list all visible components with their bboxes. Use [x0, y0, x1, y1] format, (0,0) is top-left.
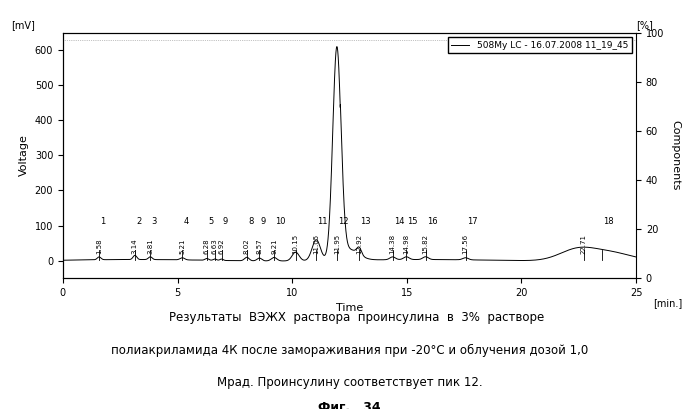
Text: [%]: [%] — [636, 20, 653, 30]
Text: 11.05: 11.05 — [313, 234, 319, 254]
Text: 18: 18 — [603, 216, 614, 225]
Text: Результаты  ВЭЖХ  раствора  проинсулина  в  3%  растворе: Результаты ВЭЖХ раствора проинсулина в 3… — [154, 311, 545, 324]
Y-axis label: Components: Components — [671, 120, 681, 191]
Text: 11: 11 — [317, 216, 328, 225]
Text: [mV]: [mV] — [11, 20, 35, 30]
Text: [min.]: [min.] — [654, 298, 682, 308]
Text: 17: 17 — [467, 216, 477, 225]
Text: 6.63: 6.63 — [212, 238, 218, 254]
Y-axis label: Voltage: Voltage — [19, 135, 29, 176]
Text: 8.02: 8.02 — [244, 239, 250, 254]
Text: 1: 1 — [100, 216, 106, 225]
Text: 4: 4 — [184, 216, 189, 225]
Text: 14: 14 — [394, 216, 404, 225]
Text: Мрад. Проинсулину соответствует пик 12.: Мрад. Проинсулину соответствует пик 12. — [217, 376, 482, 389]
Text: 12.92: 12.92 — [356, 234, 362, 254]
Text: 9: 9 — [223, 216, 228, 225]
Text: 14.38: 14.38 — [389, 234, 396, 254]
Text: 22.71: 22.71 — [581, 234, 586, 254]
Text: 6.28: 6.28 — [204, 239, 210, 254]
Text: 15: 15 — [408, 216, 418, 225]
X-axis label: Time: Time — [336, 303, 363, 313]
Text: 8: 8 — [248, 216, 253, 225]
Text: 13: 13 — [360, 216, 371, 225]
Text: 10: 10 — [275, 216, 286, 225]
Text: 3.81: 3.81 — [147, 238, 153, 254]
Text: 14.98: 14.98 — [403, 234, 410, 254]
Text: 12: 12 — [338, 216, 349, 225]
Text: 8.57: 8.57 — [257, 239, 262, 254]
Text: 9.21: 9.21 — [271, 239, 277, 254]
Text: 11.95: 11.95 — [334, 234, 340, 254]
Text: 10.15: 10.15 — [293, 234, 298, 254]
Text: 2: 2 — [136, 216, 141, 225]
Text: 1.58: 1.58 — [96, 239, 102, 254]
Text: 5.21: 5.21 — [180, 239, 185, 254]
Text: Фиг.   34: Фиг. 34 — [318, 401, 381, 409]
Text: 6.92: 6.92 — [219, 239, 224, 254]
Text: 15.82: 15.82 — [423, 234, 428, 254]
Text: полиакриламида 4К после замораживания при -20°С и облучения дозой 1,0: полиакриламида 4К после замораживания пр… — [111, 344, 588, 357]
Text: 5: 5 — [208, 216, 213, 225]
Text: 16: 16 — [427, 216, 438, 225]
Text: 3: 3 — [152, 216, 157, 225]
Text: 3.14: 3.14 — [132, 239, 138, 254]
Text: 9: 9 — [261, 216, 266, 225]
Text: 17.56: 17.56 — [463, 234, 468, 254]
Legend: 508My LC - 16.07.2008 11_19_45: 508My LC - 16.07.2008 11_19_45 — [447, 37, 632, 54]
